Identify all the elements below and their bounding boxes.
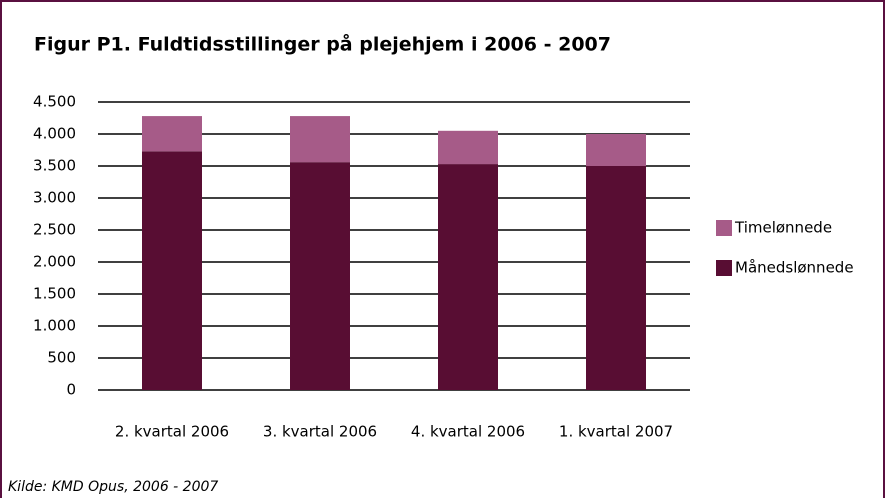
y-tick-label: 3.500 (33, 157, 76, 175)
legend-label: Månedslønnede (735, 259, 854, 277)
chart-title: Figur P1. Fuldtidsstillinger på plejehje… (34, 32, 611, 56)
legend-swatch (716, 220, 732, 236)
x-tick-label: 4. kvartal 2006 (411, 423, 525, 441)
y-tick-label: 2.000 (33, 253, 76, 271)
y-tick-label: 3.000 (33, 189, 76, 207)
x-tick-label: 3. kvartal 2006 (263, 423, 377, 441)
y-tick-label: 0 (66, 381, 76, 399)
bar-segment (290, 116, 350, 163)
bar-segment (142, 116, 202, 152)
bar-segment (438, 164, 498, 390)
y-tick-label: 1.500 (33, 285, 76, 303)
y-tick-label: 1.000 (33, 317, 76, 335)
legend-swatch (716, 260, 732, 276)
bar-segment (586, 134, 646, 166)
y-tick-label: 4.500 (33, 93, 76, 111)
bar-segment (586, 166, 646, 390)
bar-segment (290, 162, 350, 390)
x-tick-label: 2. kvartal 2006 (115, 423, 229, 441)
y-tick-label: 4.000 (33, 125, 76, 143)
bar-segment (142, 151, 202, 390)
y-tick-label: 500 (47, 349, 76, 367)
y-tick-label: 2.500 (33, 221, 76, 239)
legend-label: Timelønnede (734, 219, 832, 237)
x-tick-label: 1. kvartal 2007 (559, 423, 673, 441)
source: Kilde: KMD Opus, 2006 - 2007 (8, 479, 218, 495)
bar-segment (438, 130, 498, 165)
